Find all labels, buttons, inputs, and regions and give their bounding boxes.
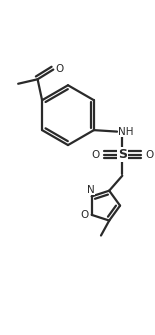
Text: O: O — [80, 210, 88, 220]
Text: O: O — [55, 64, 63, 74]
Text: O: O — [91, 150, 100, 160]
Text: S: S — [118, 148, 127, 161]
Text: O: O — [145, 150, 153, 160]
Text: NH: NH — [118, 127, 134, 137]
Text: N: N — [87, 185, 95, 195]
